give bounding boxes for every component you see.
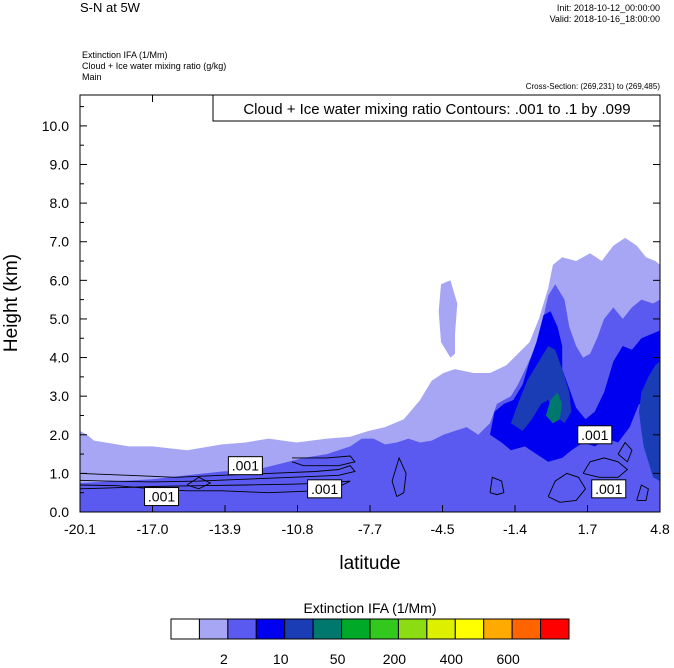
colorbar-swatch [540, 618, 570, 640]
colorbar-swatch [426, 618, 456, 640]
colorbar-swatch [483, 618, 513, 640]
extinction-level-5-region-6 [545, 392, 563, 424]
contour-label-text: .001 [581, 427, 608, 443]
contour-line-4 [391, 456, 407, 497]
contour-line-5 [489, 476, 505, 496]
y-axis: 0.0 1.0 2.0 3.0 4.0 5.0 6.0 7.0 8.0 9.0 10.0 [42, 106, 660, 520]
contour-label-text: .001 [311, 481, 338, 497]
x-tick-label: 1.7 [578, 521, 598, 537]
contour-line-0 [80, 465, 356, 483]
x-tick-label: -13.9 [209, 521, 241, 537]
subtitle-extinction: Extinction IFA (1/Mm) [82, 50, 168, 60]
colorbar-swatch [170, 618, 200, 640]
y-tick-label: 7.0 [50, 234, 70, 250]
y-tick-label: 5.0 [50, 311, 70, 327]
contour-info-box: Cloud + Ice water mixing ratio Contours:… [212, 94, 661, 122]
x-tick-label: -20.1 [64, 521, 96, 537]
contour-label-text: .001 [148, 489, 175, 505]
colorbar-label: 50 [330, 651, 346, 667]
extinction-level-2-region-2 [80, 284, 660, 512]
x-tick-label: -17.0 [137, 521, 169, 537]
contour-line-6 [547, 472, 587, 503]
colorbar-label: 600 [496, 651, 520, 667]
contour-label-2: .001 [307, 479, 343, 499]
contour-line-2 [291, 455, 356, 467]
x-tick-label: -7.7 [358, 521, 382, 537]
colorbar-swatch [511, 618, 542, 640]
contour-info-text: Cloud + Ice water mixing ratio Contours:… [243, 101, 630, 118]
colorbar-swatch [454, 618, 485, 640]
contour-line-8 [617, 441, 633, 463]
contour-labels: .001 .001 .001 .001 .001 [144, 425, 627, 507]
y-tick-label: 1.0 [50, 465, 70, 481]
x-tick-label: -4.5 [430, 521, 454, 537]
contour-label-4: .001 [591, 479, 627, 499]
colorbar-label: 400 [440, 651, 464, 667]
contour-label-0: .001 [144, 487, 180, 507]
x-axis: -20.1 -17.0 -13.9 -10.8 -7.7 -4.5 -1.4 1.7 4.8 [64, 95, 670, 537]
contour-label-1: .001 [227, 456, 263, 476]
colorbar-title: Extinction IFA (1/Mm) [303, 600, 436, 616]
colorbar: 2 10 50 200 400 600 [170, 618, 570, 667]
colorbar-swatch [312, 618, 343, 640]
y-tick-label: 4.0 [50, 350, 70, 366]
x-tick-label: -10.8 [282, 521, 314, 537]
valid-time: Valid: 2018-10-16_18:00:00 [549, 14, 660, 24]
y-tick-label: 0.0 [50, 504, 70, 520]
colorbar-swatch [227, 618, 257, 640]
subtitle-main: Main [82, 72, 102, 82]
y-axis-label: Height (km) [1, 254, 22, 352]
contour-label-text: .001 [595, 481, 622, 497]
cross-section-label: Cross-Section: (269,231) to (269,485) [525, 82, 660, 91]
colorbar-swatch [284, 618, 314, 640]
extinction-level-1-region-1 [438, 280, 458, 358]
y-tick-label: 3.0 [50, 388, 70, 404]
contour-line-9 [636, 484, 649, 501]
colorbar-swatch [198, 618, 229, 640]
contour-line-3 [186, 476, 212, 490]
colorbar-label: 200 [383, 651, 407, 667]
colorbar-label: 10 [273, 651, 289, 667]
y-tick-label: 10.0 [42, 118, 69, 134]
colorbar-label: 2 [220, 651, 228, 667]
x-axis-label: latitude [339, 553, 400, 574]
init-time: Init: 2018-10-12_00:00:00 [556, 3, 660, 13]
x-tick-label: -1.4 [503, 521, 527, 537]
contour-label-text: .001 [232, 458, 259, 474]
colorbar-swatch [341, 618, 371, 640]
chart-title: S-N at 5W [80, 0, 140, 15]
extinction-field [80, 237, 660, 512]
colorbar-swatch [369, 618, 399, 640]
contour-line-7 [582, 457, 629, 478]
extinction-level-4-region-5 [639, 361, 660, 482]
x-tick-label: 4.8 [650, 521, 670, 537]
contour-label-3: .001 [577, 425, 613, 445]
colorbar-swatch [397, 618, 428, 640]
y-tick-label: 6.0 [50, 272, 70, 288]
colorbar-swatch [255, 618, 286, 640]
y-tick-label: 8.0 [50, 195, 70, 211]
y-tick-label: 2.0 [50, 427, 70, 443]
subtitle-mixing-ratio: Cloud + Ice water mixing ratio (g/kg) [82, 61, 227, 71]
y-tick-label: 9.0 [50, 157, 70, 173]
extinction-level-3-region-3 [490, 311, 660, 462]
